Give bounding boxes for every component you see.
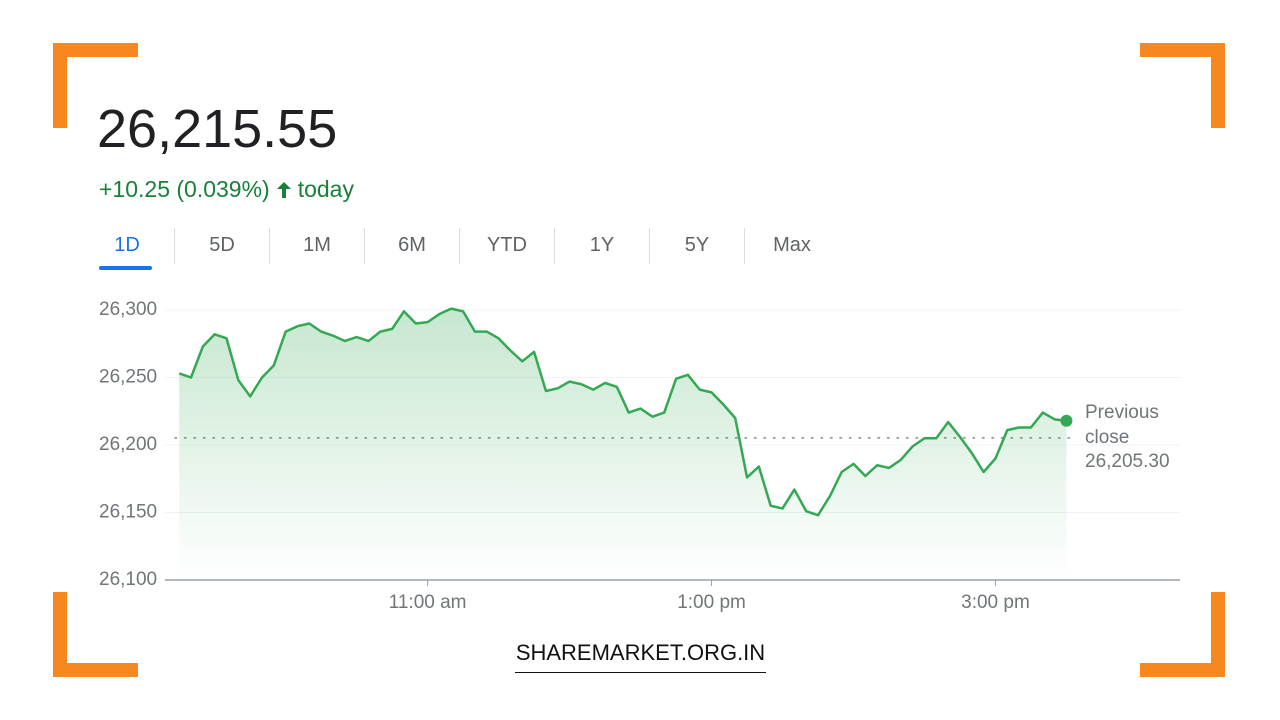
x-tick-label: 11:00 am	[389, 592, 467, 613]
previous-close-value: 26,205.30	[1085, 451, 1170, 472]
tab-separator	[364, 228, 365, 264]
tab-separator	[174, 228, 175, 264]
y-tick-label: 26,300	[99, 299, 157, 320]
period: today	[297, 176, 354, 202]
corner-bracket	[53, 592, 67, 677]
corner-bracket	[1140, 663, 1225, 677]
tab[interactable]: 5D	[209, 234, 235, 256]
up-arrow	[276, 181, 291, 198]
price: 26,215.55	[97, 99, 338, 159]
tab[interactable]: 6M	[398, 234, 426, 256]
last-point	[1060, 414, 1073, 427]
tab-separator	[554, 228, 555, 264]
change: +10.25 (0.039%)	[99, 176, 270, 202]
tab[interactable]: 1D	[80, 226, 174, 270]
tab-separator	[269, 228, 270, 264]
corner-bracket	[53, 43, 67, 128]
x-tick-label: 3:00 pm	[961, 592, 1030, 613]
tab[interactable]: 1M	[303, 234, 331, 256]
y-tick-label: 26,250	[99, 367, 157, 388]
tab[interactable]: YTD	[487, 234, 527, 256]
previous-close-label: Previous close	[1085, 402, 1159, 448]
y-tick-label: 26,150	[99, 502, 157, 523]
tab-separator	[459, 228, 460, 264]
area-fill	[179, 308, 1067, 580]
tab[interactable]: 1Y	[589, 234, 615, 256]
y-tick-label: 26,200	[99, 434, 157, 455]
tab-separator	[744, 228, 745, 264]
tab[interactable]: Max	[773, 234, 811, 256]
tab-bar: 1D 5D 1M 6M YTD 1Y 5Y Max	[80, 226, 839, 270]
corner-bracket	[1140, 43, 1225, 57]
change-row: +10.25 (0.039%) today	[99, 176, 354, 203]
corner-bracket	[53, 43, 138, 57]
corner-bracket	[1211, 43, 1225, 128]
tab-separator	[649, 228, 650, 264]
x-tick-label: 1:00 pm	[677, 592, 746, 613]
y-tick-label: 26,100	[99, 569, 157, 590]
watermark: SHAREMARKET.ORG.IN	[515, 640, 766, 673]
price-line	[178, 307, 1067, 517]
corner-bracket	[53, 663, 138, 677]
corner-bracket	[1211, 592, 1225, 677]
tab[interactable]: 5Y	[684, 234, 710, 256]
